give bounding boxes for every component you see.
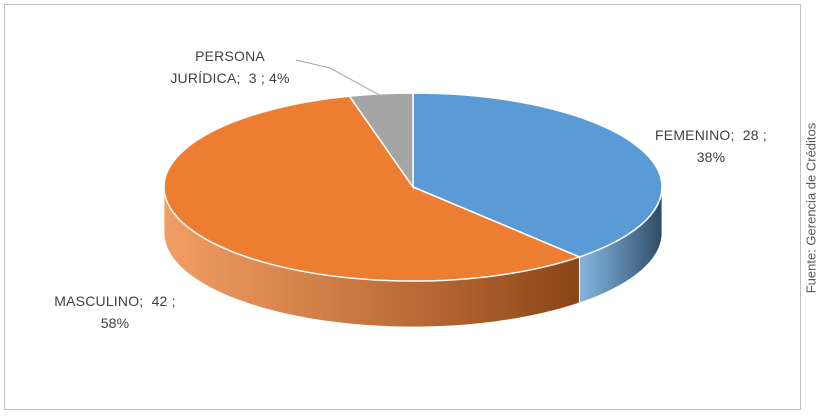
data-label-masculino-line2: 58% bbox=[100, 315, 130, 331]
data-label-masculino: MASCULINO; 42 ; 58% bbox=[40, 290, 190, 334]
pie-slice-masculino bbox=[163, 95, 582, 282]
leader-line-persona-juridica bbox=[295, 59, 382, 97]
pie-slice-persona-juridica bbox=[348, 92, 414, 190]
pie-slice-femenino bbox=[412, 92, 663, 258]
source-note: Fuente: Gerencia de Créditos bbox=[803, 122, 819, 294]
data-label-femenino-line2: 38% bbox=[696, 149, 726, 165]
data-label-persona-juridica: PERSONA JURÍDICA; 3 ; 4% bbox=[160, 45, 300, 89]
data-label-persona-juridica-line1: PERSONA bbox=[195, 48, 265, 64]
data-label-masculino-line1: MASCULINO; 42 ; bbox=[54, 293, 176, 309]
data-label-persona-juridica-line2: JURÍDICA; 3 ; 4% bbox=[170, 70, 290, 86]
data-label-femenino: FEMENINO; 28 ; 38% bbox=[636, 124, 786, 168]
data-label-femenino-line1: FEMENINO; 28 ; bbox=[655, 127, 767, 143]
